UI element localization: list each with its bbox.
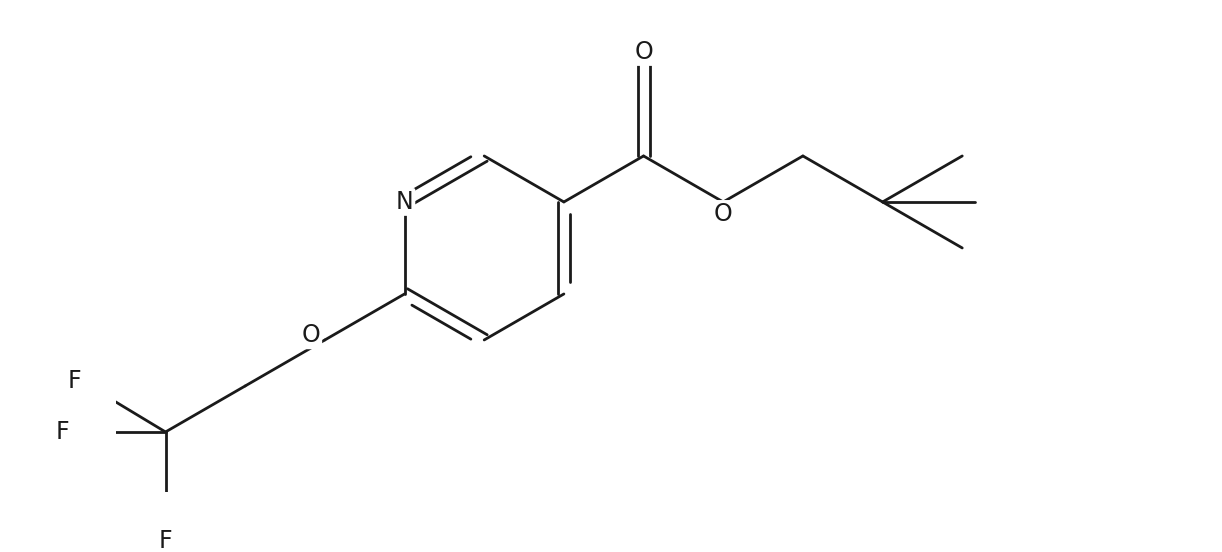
- Text: F: F: [159, 529, 172, 552]
- Text: O: O: [302, 323, 320, 347]
- Text: F: F: [55, 420, 68, 444]
- Text: F: F: [67, 369, 81, 394]
- Text: N: N: [396, 190, 413, 214]
- Text: O: O: [634, 40, 653, 64]
- Text: O: O: [714, 202, 733, 226]
